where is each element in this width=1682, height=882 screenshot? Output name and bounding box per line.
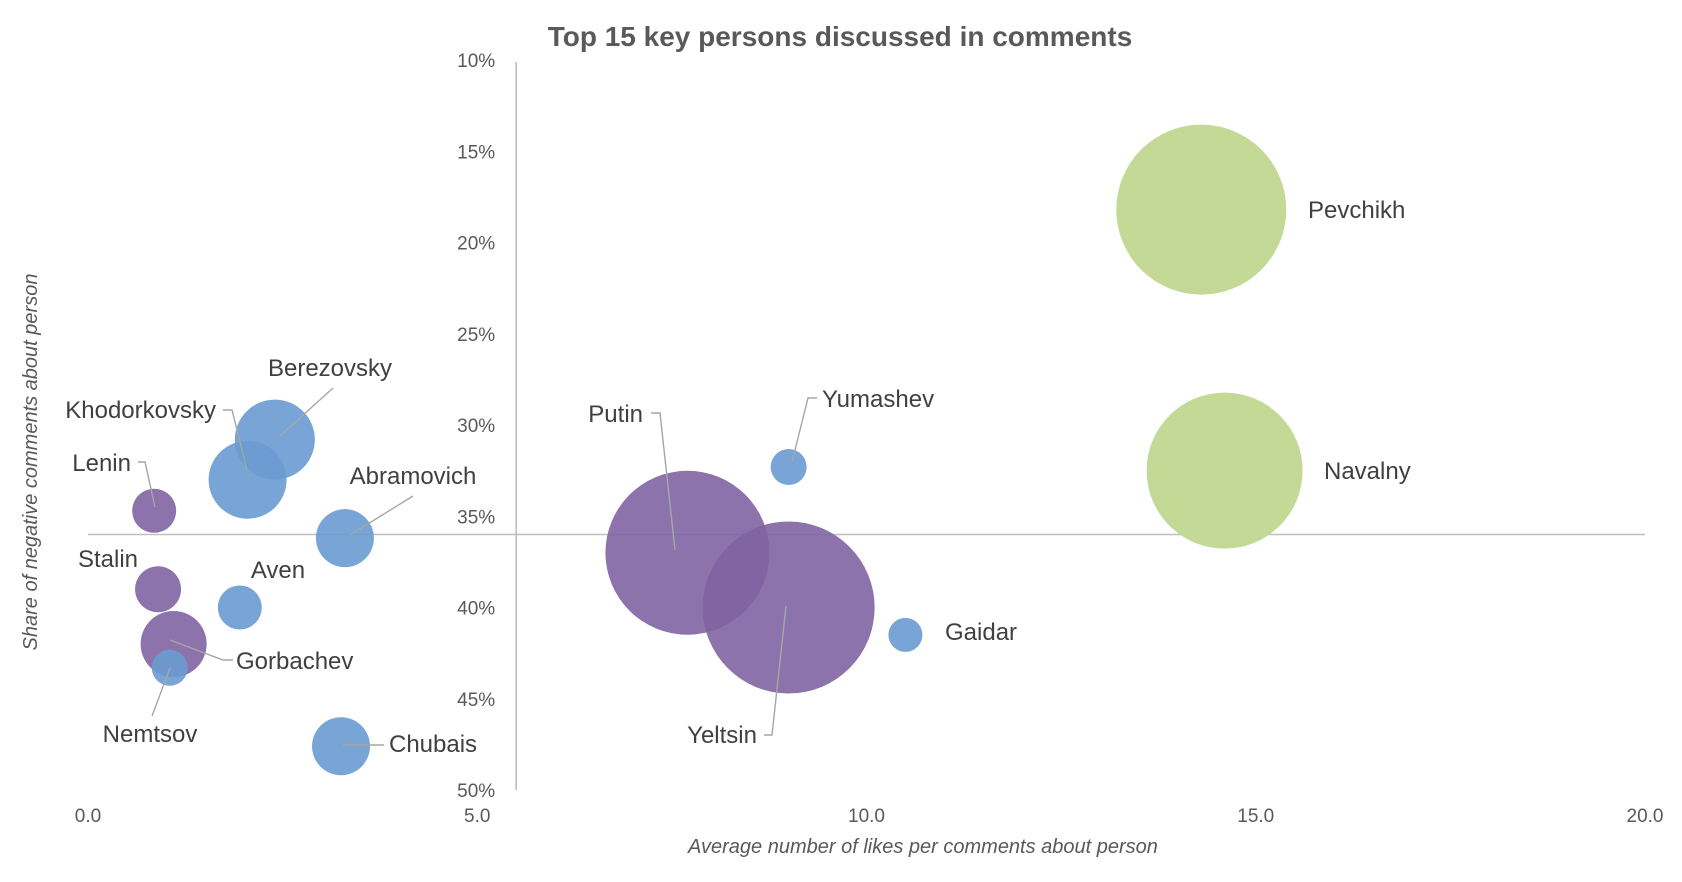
x-tick-label: 0.0: [75, 806, 101, 827]
chart-title: Top 15 key persons discussed in comments: [548, 21, 1133, 52]
bubble-label-berezovsky: Berezovsky: [268, 355, 392, 382]
leader-line-putin: [651, 412, 676, 551]
bubble-nemtsov: [151, 649, 188, 686]
bubble-pevchikh: [1116, 124, 1287, 295]
leader-line-yumashev: [791, 397, 817, 463]
y-tick-label: 20%: [457, 234, 495, 255]
bubble-label-lenin: Lenin: [72, 450, 131, 477]
bubble-navalny: [1146, 392, 1303, 549]
bubble-label-nemtsov: Nemtsov: [103, 721, 198, 748]
bubble-label-aven: Aven: [251, 557, 305, 584]
bubble-label-yeltsin: Yeltsin: [687, 722, 757, 749]
leader-line-nemtsov: [151, 667, 171, 717]
y-tick-label: 35%: [457, 507, 495, 528]
x-tick-label: 5.0: [464, 806, 490, 827]
leader-line-berezovsky: [279, 387, 334, 437]
y-tick-label: 15%: [457, 142, 495, 163]
bubble-abramovich: [315, 509, 374, 568]
bubble-aven: [217, 585, 262, 630]
y-axis-title: Share of negative comments about person: [20, 274, 42, 651]
bubble-label-abramovich: Abramovich: [350, 463, 477, 490]
leader-line-yeltsin: [764, 605, 787, 736]
bubble-stalin: [135, 566, 182, 613]
bubble-label-stalin: Stalin: [78, 546, 138, 573]
bubble-label-khodorkovsky: Khodorkovsky: [65, 397, 216, 424]
bubble-label-pevchikh: Pevchikh: [1308, 197, 1405, 224]
bubble-yumashev: [770, 448, 807, 485]
y-tick-label: 45%: [457, 690, 495, 711]
bubble-label-chubais: Chubais: [389, 731, 477, 758]
x-tick-labels: 0.0 5.0 10.0 15.0 20.0: [75, 806, 1664, 827]
bubble-gaidar: [888, 617, 923, 652]
bubble-khodorkovsky: [208, 440, 287, 519]
x-tick-label: 20.0: [1627, 806, 1664, 827]
y-tick-label: 50%: [457, 781, 495, 802]
x-tick-label: 15.0: [1237, 806, 1274, 827]
bubble-lenin: [132, 488, 177, 533]
leader-line-khodorkovsky: [223, 409, 248, 471]
bubble-labels: Pevchikh Navalny Putin Yeltsin Yumashev Gaida…: [65, 197, 1410, 758]
bubble-label-gaidar: Gaidar: [945, 619, 1017, 646]
bubble-label-putin: Putin: [588, 401, 643, 428]
y-tick-label: 10%: [457, 51, 495, 72]
leader-line-lenin: [138, 461, 156, 508]
bubble-label-yumashev: Yumashev: [822, 386, 934, 413]
y-tick-label: 25%: [457, 325, 495, 346]
y-tick-label: 40%: [457, 599, 495, 620]
bubbles: [132, 124, 1303, 776]
y-tick-label: 30%: [457, 416, 495, 437]
x-axis-title: Average number of likes per comments abo…: [687, 836, 1158, 858]
bubble-yeltsin: [702, 521, 875, 694]
bubble-chubais: [312, 717, 371, 776]
bubble-label-navalny: Navalny: [1324, 458, 1411, 485]
leader-line-gorbachev: [169, 639, 233, 661]
leader-line-abramovich: [349, 495, 414, 536]
x-tick-label: 10.0: [848, 806, 885, 827]
y-tick-labels: 10% 15% 20% 25% 30% 35% 40% 45% 50%: [457, 51, 495, 802]
bubble-label-gorbachev: Gorbachev: [236, 648, 353, 675]
leader-lines: [138, 387, 817, 746]
